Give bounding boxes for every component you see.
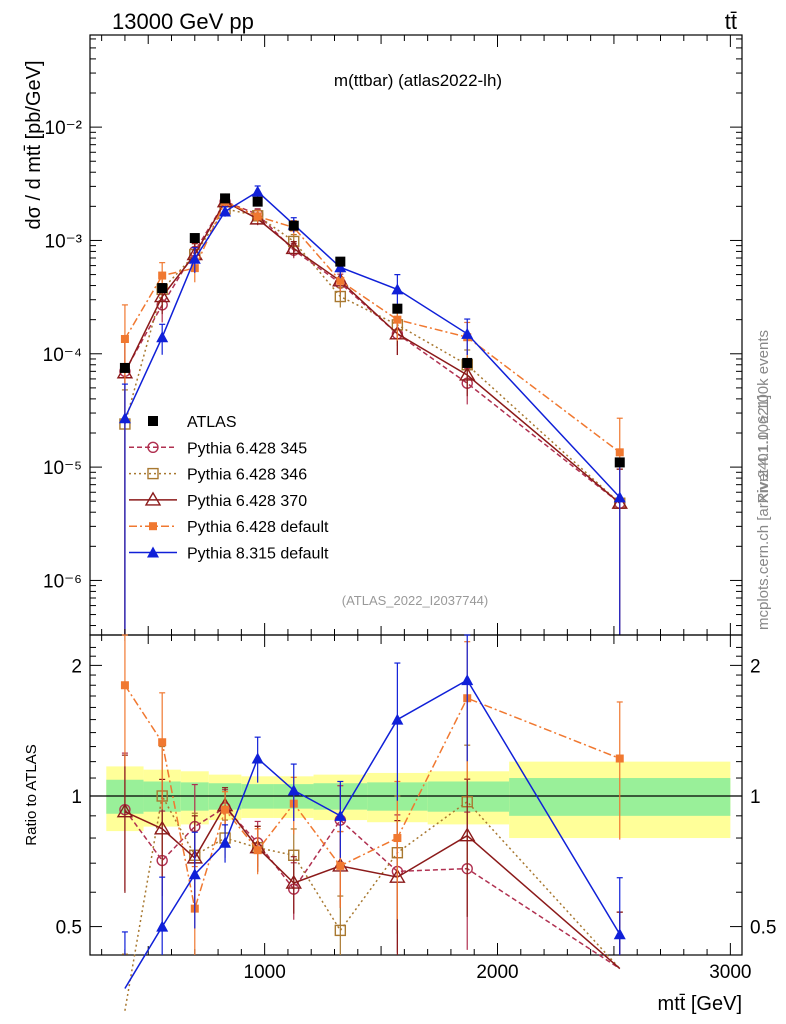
legend-label-4: Pythia 8.315 default [187,546,329,563]
data-point [392,303,403,314]
ratio-series-4-marker [219,836,232,848]
data-point [614,457,625,468]
mc-series-3-marker [615,448,624,457]
x-tick-label: 2000 [476,962,518,983]
legend-label-3: Pythia 6.428 default [187,519,329,536]
ratio-series-3-marker [253,846,262,855]
ratio-series-3-marker [158,738,167,747]
legend-marker-2 [144,491,162,506]
mc-series-4-marker [219,205,232,217]
ratio-series-2-marker [459,827,476,842]
mc-series-0-line [124,200,621,504]
mcplots-label: mcplots.cern.ch [arXiv:2401.10621] [755,395,772,630]
ratio-series-4-marker [188,868,201,880]
y-tick-label: 10⁻⁴ [43,345,82,366]
y-tick-label: 10⁻⁶ [43,571,82,592]
mc-series-3-marker [393,315,402,324]
mc-series-4-marker [334,261,347,273]
mc-series-2-marker [285,240,302,255]
mc-series-4-marker [118,412,131,424]
ratio-frame [89,634,743,956]
ratio-series-3-marker [615,754,624,763]
ratio-series-1-marker [334,924,347,937]
mc-series-4-marker [391,283,404,295]
ratio-y-tick-label: 1 [71,787,82,808]
ratio-series-4-marker [156,920,169,932]
legend-marker-3 [149,522,157,531]
y-tick-label: 10⁻⁵ [43,458,82,479]
ratio-series-1-line [124,793,621,1011]
header-right: tt̄ [725,9,737,34]
mc-series-4-marker [188,252,201,264]
data-point [252,196,263,207]
legend-label-2: Pythia 6.428 370 [187,493,307,510]
ratio-series-4-marker [251,752,264,764]
analysis-watermark: (ATLAS_2022_I2037744) [342,593,488,608]
main-y-axis-label: dσ / d mtt̄ [pb/GeV] [23,60,45,229]
legend-marker-4 [147,546,159,558]
rivet-label: Rivet 4.1.0, ≥ 100k events [755,330,772,503]
legend-marker-data [148,416,158,426]
ratio-series-4-marker [334,809,347,821]
header-left: 13000 GeV pp [112,9,254,34]
data-point [335,256,346,267]
mc-series-4-marker [156,331,169,343]
legend-label-1: Pythia 6.428 346 [187,467,307,484]
ratio-series-3-marker [393,834,402,843]
legend-marker-0 [147,441,159,453]
legend: ATLAS Pythia 6.428 345 Pythia 6.428 346 Pyt… [129,414,329,563]
mc-series-2-marker [459,366,476,381]
y-tick-label: 10⁻³ [45,231,83,252]
data-point [288,220,299,231]
ratio-series-2-marker [285,874,302,889]
mc-series-4-marker [251,185,264,197]
ratio-series-3-line [124,684,621,909]
ratio-series-3-marker [221,805,230,814]
ratio-y-axis-label: Ratio to ATLAS [23,744,40,845]
ratio-series-4-line [124,679,621,989]
data-point [157,283,168,294]
data-point [119,362,130,373]
legend-marker-1 [147,467,159,480]
mc-series-2-line [124,200,621,504]
mc-series-3-marker [253,212,262,221]
ratio-series-4-marker [391,713,404,725]
x-tick-label: 1000 [244,962,286,983]
x-tick-label: 3000 [709,962,751,983]
ratio-series-3-marker [336,861,345,870]
mc-series-1-line [124,208,621,504]
plot-title: m(ttbar) (atlas2022-lh) [334,71,502,90]
mc-series-4-marker [461,327,474,339]
ratio-y-tick-label-right: 0.5 [750,918,776,939]
data-point [189,233,200,244]
ratio-panel: 1000 2000 3000 0.5 0.5 1 1 2 2 [56,623,776,1011]
mc-series-3-marker [158,271,167,280]
legend-label-data: ATLAS [187,414,237,431]
mc-series-4-marker [613,491,626,503]
mc-series-4-line [124,190,621,498]
ratio-series-2-marker [153,820,171,835]
mc-series-3-marker [120,335,129,344]
ratio-series-2-marker [116,803,134,818]
data-point [220,193,231,204]
x-axis-label: mtt̄ [GeV] [658,993,742,1015]
ratio-series-2-line [124,804,621,970]
ratio-y-tick-label: 2 [71,656,82,677]
ratio-series-4-marker [461,674,474,686]
ratio-series-3-marker [120,681,129,690]
mc-series-3-marker [336,276,345,285]
data-point [462,357,473,368]
ratio-y-tick-label: 0.5 [56,918,82,939]
ratio-y-tick-label-right: 1 [750,787,761,808]
mc-series-2-marker [153,288,171,303]
legend-label-0: Pythia 6.428 345 [187,440,307,457]
ratio-series-4-marker [287,784,300,796]
main-panel: 10⁻⁶ 10⁻⁵ 10⁻⁴ 10⁻³ 10⁻² [43,34,743,636]
y-tick-label: 10⁻² [45,118,83,139]
ratio-y-tick-label-right: 2 [750,656,761,677]
ratio-series-4-marker [613,928,626,940]
